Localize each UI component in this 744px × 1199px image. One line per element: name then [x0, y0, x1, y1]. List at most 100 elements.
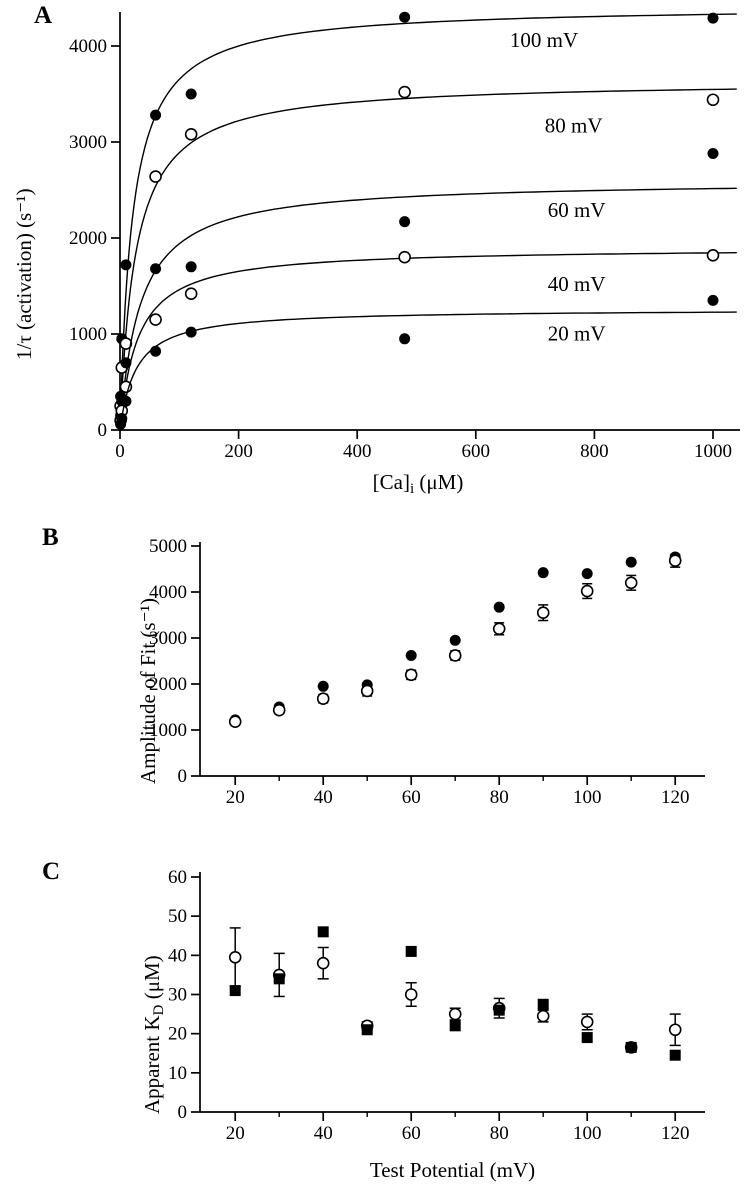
panel-c-x-tick-label: 60	[402, 1123, 421, 1144]
panel-c-x-tick-label: 20	[226, 1123, 245, 1144]
data-point-filled-square	[317, 926, 329, 938]
panel-b-y-tick-label: 5000	[149, 536, 187, 557]
panel-a-axes	[119, 12, 740, 431]
panel-a-chart: 0 200 400 600 800 1000 0 1000 2000 3000 4000 100 mV…	[69, 11, 740, 462]
data-point-filled-circle	[581, 568, 593, 580]
data-point-filled-circle	[120, 357, 132, 369]
curve-label: 100 mV	[510, 28, 578, 52]
panel-b-series-filled-circles	[229, 551, 681, 726]
panel-c-y-tick-label: 30	[168, 984, 187, 1005]
data-point-open-circle	[668, 1023, 682, 1037]
data-point-filled-circle	[120, 259, 132, 271]
data-point-filled-circle	[399, 11, 411, 23]
data-point-open-circle	[448, 649, 462, 662]
data-point-filled-square	[537, 998, 549, 1010]
panel-c-x-tick-label: 40	[314, 1123, 333, 1144]
data-point-open-circle	[360, 684, 374, 698]
panel-b-x-tick-label: 80	[490, 787, 509, 808]
panel-a-y-tick-label: 4000	[69, 36, 107, 57]
panel-b-series-open-circles	[228, 553, 682, 729]
panel-a-x-axis-title: [Ca]i (μM)	[120, 470, 716, 498]
panel-c-x-tick-label: 100	[573, 1123, 602, 1144]
panel-a-x-tick-label: 800	[580, 441, 609, 462]
panel-c-x-axis-title: Test Potential (mV)	[200, 1158, 705, 1183]
data-point-open-circle	[228, 950, 242, 964]
panel-c-x-axis-title-text: Test Potential (mV)	[369, 1158, 536, 1182]
data-point-open-circle	[624, 576, 638, 590]
data-point-open-circle	[448, 1007, 462, 1021]
data-point-filled-circle	[116, 412, 128, 424]
data-point-filled-square	[273, 973, 285, 985]
panel-c-y-tick-label: 60	[168, 867, 187, 888]
curve-label: 80 mV	[545, 113, 603, 137]
panel-b-x-tick-label: 40	[314, 787, 333, 808]
panel-a-x-axis-title-post: (μM)	[414, 470, 464, 494]
data-point-filled-circle	[185, 88, 197, 100]
fit-curve	[119, 187, 737, 429]
data-point-filled-circle	[185, 326, 197, 338]
data-point-filled-circle	[317, 680, 329, 692]
data-point-open-circle	[706, 248, 720, 262]
data-point-filled-square	[361, 1024, 373, 1036]
data-point-filled-square	[405, 945, 417, 957]
panel-c-x-tick-label: 120	[661, 1123, 690, 1144]
data-point-open-circle	[316, 692, 330, 706]
data-point-open-circle	[398, 85, 411, 99]
data-point-open-circle	[184, 287, 198, 300]
panel-c-y-tick-label: 0	[178, 1102, 188, 1123]
panel-b-y-tick-label: 0	[178, 766, 188, 787]
panel-a-series-100-mV: 100 mV	[115, 11, 737, 427]
data-point-open-circle	[404, 988, 418, 1001]
panel-a-series-20-mV: 20 mV	[115, 294, 737, 430]
panel-c-series-filled-squares	[229, 926, 681, 1061]
panel-c-y-tick-label: 50	[168, 906, 187, 927]
data-point-open-circle	[536, 606, 550, 619]
fit-curve	[119, 13, 737, 427]
data-point-filled-circle	[405, 649, 417, 661]
panel-a-y-tick-label: 1000	[69, 324, 107, 345]
data-point-open-circle	[536, 1009, 550, 1023]
panel-b-axes	[199, 542, 705, 777]
panel-a-x-tick-label: 600	[462, 441, 491, 462]
curve-label: 40 mV	[548, 272, 606, 296]
panel-a-x-axis-title-pre: [Ca]	[372, 470, 410, 494]
panel-a-y-tick-label: 0	[98, 420, 108, 441]
data-point-open-circle	[119, 337, 133, 350]
panel-b-x-tick-label: 120	[661, 787, 690, 808]
fit-curve	[119, 252, 737, 429]
data-point-filled-circle	[707, 12, 719, 24]
data-point-filled-square	[581, 1032, 593, 1044]
data-point-filled-circle	[185, 261, 197, 273]
data-point-open-circle	[316, 956, 330, 970]
data-point-filled-circle	[707, 294, 719, 306]
fit-curve	[119, 88, 737, 428]
data-point-open-circle	[580, 584, 594, 598]
panel-a-x-tick-label: 400	[343, 441, 372, 462]
panel-a-series-40-mV: 40 mV	[114, 248, 737, 429]
data-point-filled-square	[449, 1020, 461, 1032]
panel-a-y-tick-label: 2000	[69, 228, 107, 249]
panel-a-x-tick-label: 0	[115, 441, 125, 462]
panel-c-x-tick-label: 80	[490, 1123, 509, 1144]
panel-c-chart: 20 40 60 80 100 120 0 10 20 30 40 50 60	[168, 867, 705, 1144]
data-point-open-circle	[404, 668, 418, 682]
panel-c-y-tick-label: 40	[168, 945, 187, 966]
data-point-filled-square	[669, 1049, 681, 1061]
data-point-open-circle	[228, 715, 242, 729]
data-point-open-circle	[149, 170, 162, 183]
panel-a-x-tick-label: 1000	[694, 441, 732, 462]
fit-curve	[119, 311, 737, 430]
data-point-open-circle	[398, 250, 411, 264]
data-point-filled-circle	[537, 567, 549, 579]
data-point-open-circle	[706, 93, 720, 107]
panel-b-chart: 20 40 60 80 100 120 0 1000 2000 3000 4000 5000	[149, 536, 705, 808]
panel-a-ticks: 0 200 400 600 800 1000 0 1000 2000 3000 4000	[69, 36, 732, 462]
data-point-open-circle	[149, 313, 162, 326]
panel-b-y-tick-label: 2000	[149, 674, 187, 695]
panel-a-x-tick-label: 200	[224, 441, 253, 462]
data-point-open-circle	[580, 1015, 594, 1029]
data-point-open-circle	[184, 128, 198, 141]
panel-b-x-tick-label: 100	[573, 787, 602, 808]
panel-a-x-axis-title-sub: i	[409, 481, 415, 498]
panel-b-letter: B	[42, 524, 59, 551]
